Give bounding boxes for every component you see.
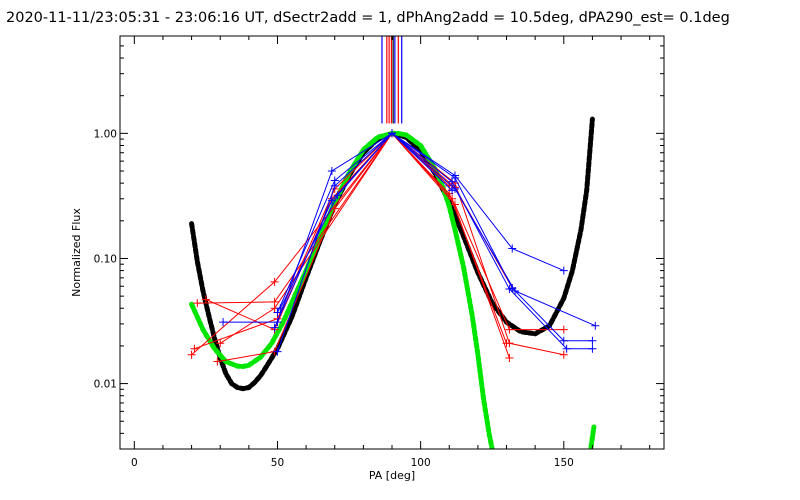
- red-5-point: [201, 295, 210, 304]
- y-tick-label: 0.10: [94, 253, 117, 265]
- blue-5-point: [327, 196, 336, 205]
- x-tick-label: 150: [554, 457, 574, 469]
- blue-4-point: [333, 191, 342, 200]
- blue-3-point: [448, 177, 457, 186]
- blue-5-point: [388, 129, 396, 138]
- red-1-point: [187, 350, 196, 359]
- blue-3-point: [273, 347, 282, 356]
- red-6-point: [330, 204, 339, 213]
- blue-4-point: [591, 321, 600, 330]
- blue-3-point: [588, 344, 597, 353]
- red-4-point: [502, 339, 511, 348]
- chart-title: 2020-11-11/23:05:31 - 23:06:16 UT, dSect…: [6, 10, 730, 26]
- blue-2-point: [588, 336, 597, 345]
- red-6-point: [213, 357, 222, 366]
- red-2-point: [193, 299, 202, 308]
- blue-3-point: [562, 344, 571, 353]
- blue-4-point: [511, 286, 520, 295]
- red-4-line: [194, 132, 507, 350]
- plot-area: [187, 36, 600, 449]
- blue-4-line: [279, 132, 596, 327]
- y-axis-label: Normalized Flux: [70, 208, 83, 297]
- red-1-point: [505, 325, 514, 334]
- red-1-point: [559, 325, 568, 334]
- red-2-point: [559, 350, 568, 359]
- blue-2-point: [559, 336, 568, 345]
- blue-5-point: [270, 323, 279, 332]
- x-tick-label: 0: [131, 457, 138, 469]
- blue-3-point: [330, 181, 339, 190]
- blue-1-point: [219, 318, 228, 327]
- blue-2-point: [273, 308, 282, 317]
- x-tick-label: 100: [411, 457, 431, 469]
- blue-1-line: [223, 132, 564, 323]
- blue-3-point: [505, 285, 514, 294]
- blue-5-line: [274, 132, 453, 328]
- axes: 0 50 100 150 0.01 0.10 1.00: [94, 35, 664, 469]
- blue-5-point: [448, 186, 457, 195]
- x-axis-label: PA [deg]: [369, 469, 415, 482]
- y-tick-label: 0.01: [94, 379, 117, 391]
- green-model-curve: [189, 130, 495, 449]
- green-model-tail-curve: [588, 424, 597, 449]
- red-3-point: [216, 339, 225, 348]
- red-3-point: [505, 354, 514, 363]
- red-4-point: [190, 344, 199, 353]
- blue-1-point: [559, 266, 568, 275]
- x-tick-label: 50: [271, 457, 284, 469]
- blue-1-point: [327, 167, 336, 176]
- chart-marks: [187, 36, 600, 449]
- red-1-line: [191, 132, 564, 356]
- blue-1-point: [508, 244, 517, 253]
- red-1-point: [270, 277, 279, 286]
- y-tick-label: 1.00: [94, 128, 117, 140]
